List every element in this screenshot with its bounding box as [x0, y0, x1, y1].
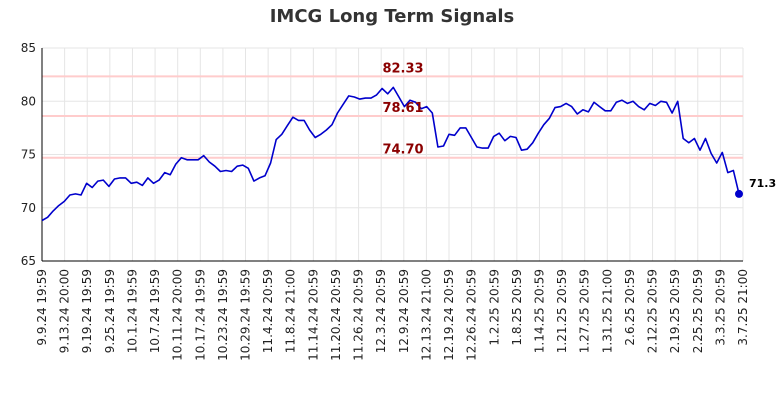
x-tick-label: 10.29.24 19:59: [239, 269, 253, 361]
x-tick-label: 2.6.25 20:59: [623, 269, 637, 346]
x-tick-label: 10.11.24 20:00: [171, 269, 185, 361]
chart-title: IMCG Long Term Signals: [269, 6, 515, 27]
y-tick-label: 65: [21, 254, 36, 268]
x-tick-label: 3.7.25 21:00: [736, 269, 750, 346]
x-tick-label: 12.13.24 21:00: [419, 269, 433, 361]
reference-line-label: 78.61: [382, 101, 423, 116]
x-tick-label: 12.3.24 20:59: [374, 269, 388, 353]
x-tick-label: 12.9.24 20:59: [397, 269, 411, 353]
x-tick-label: 1.27.25 20:59: [578, 269, 592, 353]
x-tick-label: 1.2.25 20:59: [487, 269, 501, 346]
reference-line-label: 74.70: [382, 143, 423, 158]
x-tick-label: 10.23.24 19:59: [216, 269, 230, 361]
x-tick-label: 10.7.24 19:59: [148, 269, 162, 353]
reference-lines: [42, 75, 743, 159]
x-tick-label: 10.1.24 19:59: [125, 269, 139, 353]
y-tick-label: 75: [21, 148, 36, 162]
x-tick-label: 12.19.24 20:59: [442, 269, 456, 361]
y-tick-label: 80: [21, 94, 36, 108]
x-tick-label: 1.8.25 20:59: [510, 269, 524, 346]
x-tick-label: 2.25.25 20:59: [691, 269, 705, 353]
series-line: [41, 86, 740, 222]
axes: 65 70 75 80 85 9.9.24 19:59 9.13.24 20:00 9.19.…: [21, 41, 750, 361]
x-tick-label: 9.9.24 19:59: [35, 269, 49, 346]
last-value-label: 71.3: [749, 177, 776, 190]
reference-line-label: 82.33: [382, 61, 423, 76]
annotation-layer: 82.33 78.61 74.70 71.3: [382, 61, 776, 189]
x-tick-label: 2.12.25 20:59: [646, 269, 660, 353]
x-tick-label: 10.17.24 19:59: [193, 269, 207, 361]
x-tick-label: 12.26.24 20:59: [465, 269, 479, 361]
y-tick-label: 70: [21, 201, 36, 215]
series-layer: [41, 86, 743, 222]
last-point-marker: [735, 189, 743, 198]
y-tick-label: 85: [21, 41, 36, 55]
x-tick-label: 1.14.25 20:59: [532, 269, 546, 353]
x-tick-label: 9.19.24 19:59: [80, 269, 94, 353]
x-tick-label: 9.13.24 20:00: [58, 269, 72, 353]
x-tick-label: 11.14.24 20:59: [306, 269, 320, 361]
x-tick-label: 1.31.25 21:00: [600, 269, 614, 353]
x-tick-label: 11.4.24 20:59: [261, 269, 275, 353]
x-tick-label: 11.20.24 20:59: [329, 269, 343, 361]
x-tick-label: 11.26.24 20:59: [352, 269, 366, 361]
x-tick-label: 2.19.25 20:59: [668, 269, 682, 353]
x-tick-label: 9.25.24 19:59: [103, 269, 117, 353]
x-tick-label: 11.8.24 21:00: [284, 269, 298, 353]
x-tick-label: 1.21.25 20:59: [555, 269, 569, 353]
x-tick-label: 3.3.25 20:59: [713, 269, 727, 346]
